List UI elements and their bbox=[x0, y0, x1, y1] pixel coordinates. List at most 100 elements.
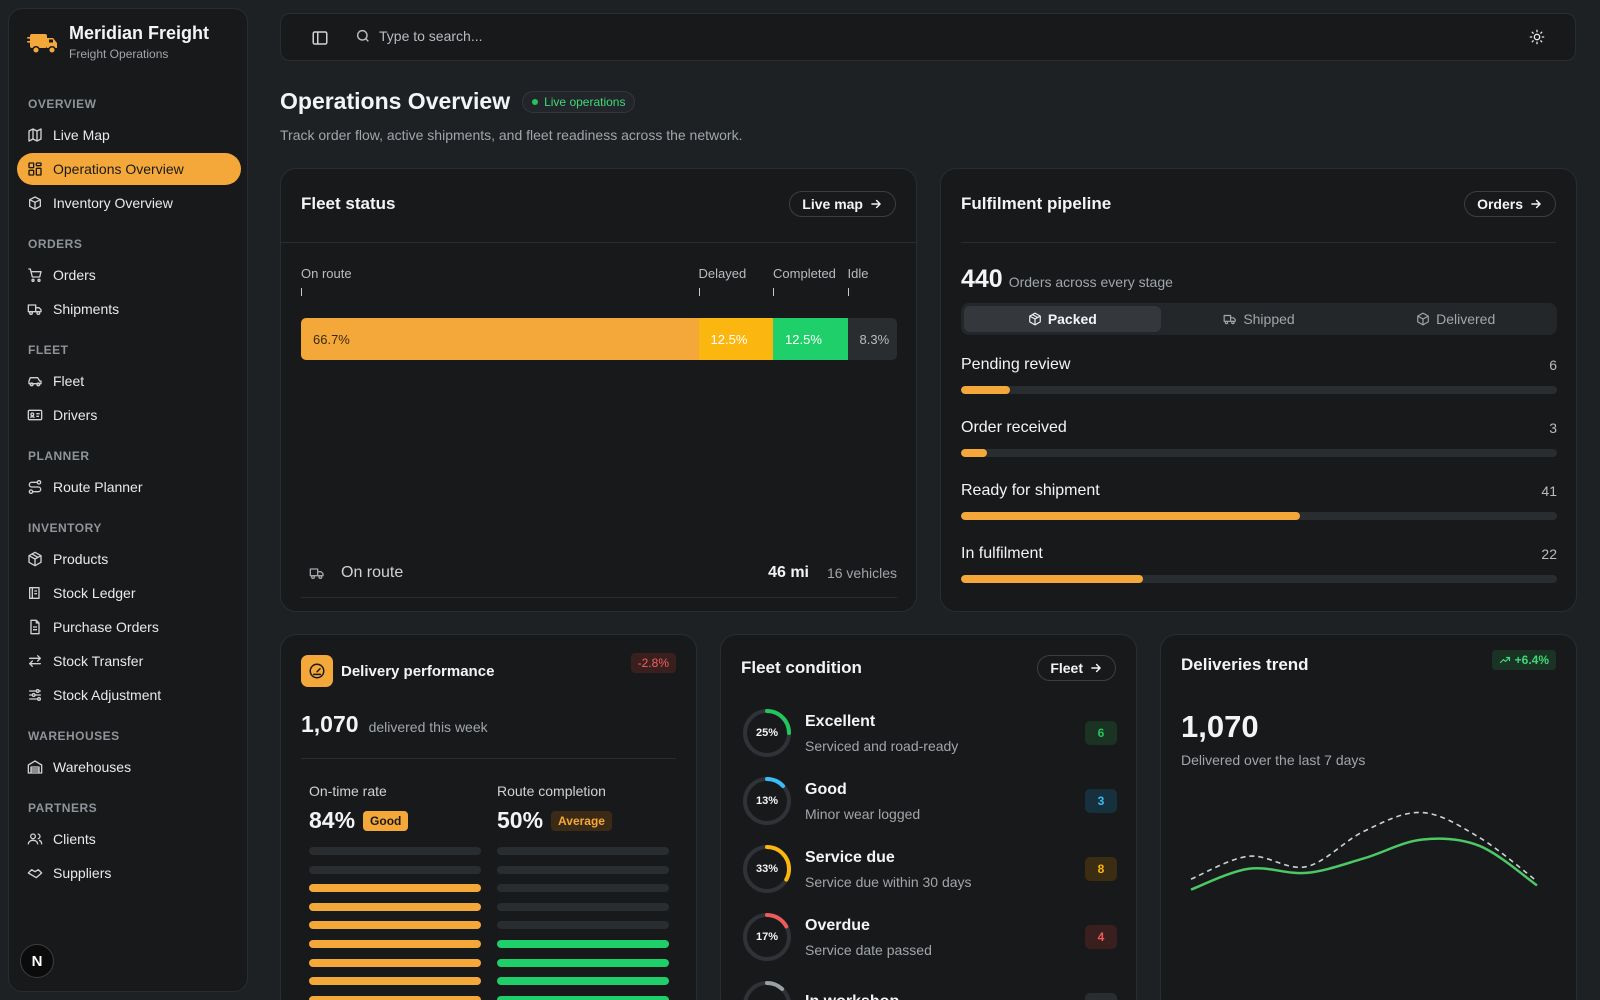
sidebar-item-stock-adjustment[interactable]: Stock Adjustment bbox=[17, 679, 241, 711]
sidebar-item-inventory-overview[interactable]: Inventory Overview bbox=[17, 187, 241, 219]
condition-item-good[interactable]: 13% Good Minor wear logged 3 bbox=[741, 773, 1117, 829]
fleet-button[interactable]: Fleet bbox=[1037, 655, 1116, 681]
tab-label: Packed bbox=[1047, 311, 1097, 327]
stage-name: Ready for shipment bbox=[961, 482, 1100, 499]
sidebar-item-drivers[interactable]: Drivers bbox=[17, 399, 241, 431]
segment-tick bbox=[301, 288, 302, 296]
handshake-icon bbox=[27, 865, 43, 881]
performance-bar bbox=[309, 847, 481, 855]
pipeline-stage[interactable]: In fulfilment 22 bbox=[961, 545, 1557, 583]
warehouse-icon bbox=[27, 759, 43, 775]
tab-delivered[interactable]: Delivered bbox=[1357, 306, 1554, 332]
segment-idle: 8.3% bbox=[847, 318, 897, 360]
sidebar-item-purchase-orders[interactable]: Purchase Orders bbox=[17, 611, 241, 643]
brand[interactable]: Meridian Freight Freight Operations bbox=[27, 23, 209, 61]
pipeline-stage[interactable]: Pending review 6 bbox=[961, 356, 1557, 394]
page-subtitle: Track order flow, active shipments, and … bbox=[280, 127, 743, 143]
fleet-row-on-route[interactable]: On route 46 mi 16 vehicles bbox=[301, 549, 897, 598]
stage-count: 6 bbox=[1549, 357, 1557, 373]
stage-name: Order received bbox=[961, 419, 1067, 436]
live-map-button[interactable]: Live map bbox=[789, 191, 896, 217]
nav-section-title: WAREHOUSES bbox=[28, 729, 120, 743]
sidebar-item-live-map[interactable]: Live Map bbox=[17, 119, 241, 151]
deliveries-line-chart: TueWedThuFriSatSun bbox=[1190, 811, 1538, 891]
sidebar-item-stock-ledger[interactable]: Stock Ledger bbox=[17, 577, 241, 609]
sidebar-item-clients[interactable]: Clients bbox=[17, 823, 241, 855]
performance-bar bbox=[497, 865, 669, 874]
condition-ring bbox=[741, 979, 793, 1000]
arrow-right-icon bbox=[869, 197, 883, 211]
sidebar-item-suppliers[interactable]: Suppliers bbox=[17, 857, 241, 889]
fleet-row-delayed[interactable]: Delayed 21.1 mi 3 vehicles bbox=[301, 598, 897, 611]
condition-name: Excellent bbox=[805, 712, 876, 730]
segment-label: Delayed bbox=[698, 266, 747, 281]
pipeline-stage[interactable]: Order received 3 bbox=[961, 419, 1557, 457]
condition-percent: 25% bbox=[755, 727, 779, 739]
route-icon bbox=[27, 479, 43, 495]
orders-button[interactable]: Orders bbox=[1464, 191, 1556, 217]
metric-label: Route completion bbox=[497, 783, 606, 799]
brand-name: Meridian Freight bbox=[69, 23, 210, 43]
performance-bar bbox=[309, 977, 481, 986]
page-title: Operations Overview bbox=[280, 88, 511, 114]
segment-tick bbox=[698, 288, 700, 296]
segment-completed: 12.5% bbox=[773, 318, 848, 360]
stage-name: In fulfilment bbox=[961, 545, 1043, 562]
segment-percent: 66.7% bbox=[313, 331, 350, 347]
sidebar-item-label: Route Planner bbox=[53, 479, 143, 495]
sidebar-item-fleet[interactable]: Fleet bbox=[17, 365, 241, 397]
segment-percent: 12.5% bbox=[785, 331, 822, 347]
truck-logo-icon bbox=[27, 34, 57, 55]
condition-count: 8 bbox=[1085, 857, 1117, 881]
performance-bar bbox=[309, 939, 481, 948]
pipeline-stage[interactable]: Ready for shipment 41 bbox=[961, 482, 1557, 520]
sidebar-item-products[interactable]: Products bbox=[17, 543, 241, 575]
sidebar-item-operations-overview[interactable]: Operations Overview bbox=[17, 153, 241, 185]
performance-bar bbox=[497, 939, 669, 948]
row-distance: 46 mi bbox=[768, 564, 809, 581]
nav-section-overview: OVERVIEW Live Map Operations Overview In… bbox=[17, 91, 241, 219]
tab-shipped[interactable]: Shipped bbox=[1161, 306, 1358, 332]
package-icon bbox=[27, 551, 43, 567]
condition-name: Service due bbox=[805, 848, 895, 866]
boxes-icon bbox=[27, 195, 43, 211]
card-title: Delivery performance bbox=[341, 662, 495, 680]
sun-icon[interactable] bbox=[1529, 29, 1545, 45]
condition-item-in-workshop[interactable]: In workshop bbox=[741, 977, 1117, 1000]
sidebar-item-shipments[interactable]: Shipments bbox=[17, 293, 241, 325]
sidebar-item-orders[interactable]: Orders bbox=[17, 259, 241, 291]
sidebar-item-label: Purchase Orders bbox=[53, 619, 159, 635]
deliveries-trend-card: Deliveries trend +6.4% 1,070 Delivered o… bbox=[1160, 634, 1577, 1000]
trend-up-icon bbox=[1499, 654, 1511, 666]
status-badge: Live operations bbox=[522, 90, 636, 113]
sidebar-toggle-icon[interactable] bbox=[311, 29, 329, 47]
change-badge: -2.8% bbox=[630, 653, 676, 673]
tab-packed[interactable]: Packed bbox=[964, 306, 1161, 332]
search-input[interactable] bbox=[379, 28, 779, 44]
nav-section-inventory: INVENTORY Products Stock Ledger Purchase… bbox=[17, 515, 241, 711]
nav-section-title: OVERVIEW bbox=[28, 97, 97, 111]
metric-label: On-time rate bbox=[309, 783, 387, 799]
sidebar-item-route-planner[interactable]: Route Planner bbox=[17, 471, 241, 503]
sidebar-item-warehouses[interactable]: Warehouses bbox=[17, 751, 241, 783]
package-icon bbox=[1028, 312, 1042, 326]
metric-route-completion: Route completion 50% Average bbox=[497, 783, 669, 834]
fleet-status-card: Fleet status Live map On route Delayed Com… bbox=[280, 168, 917, 612]
performance-bar bbox=[309, 902, 481, 911]
live-dot-icon bbox=[532, 98, 539, 105]
sidebar-item-stock-transfer[interactable]: Stock Transfer bbox=[17, 645, 241, 677]
file-icon bbox=[27, 619, 43, 635]
condition-item-service-due[interactable]: 33% Service due Service due within 30 days… bbox=[741, 841, 1117, 897]
grade-badge: Average bbox=[551, 810, 612, 831]
stage-progress-track bbox=[961, 575, 1557, 583]
dashboard-icon bbox=[27, 161, 43, 177]
condition-count: 3 bbox=[1085, 789, 1117, 813]
truck-icon bbox=[1223, 312, 1237, 326]
segment-percent: 8.3% bbox=[859, 331, 890, 347]
stage-name: Pending review bbox=[961, 356, 1071, 373]
avatar[interactable]: N bbox=[20, 944, 54, 978]
condition-desc: Serviced and road-ready bbox=[805, 737, 959, 754]
map-icon bbox=[27, 127, 43, 143]
condition-item-excellent[interactable]: 25% Excellent Serviced and road-ready 6 bbox=[741, 705, 1117, 761]
condition-item-overdue[interactable]: 17% Overdue Service date passed 4 bbox=[741, 909, 1117, 965]
